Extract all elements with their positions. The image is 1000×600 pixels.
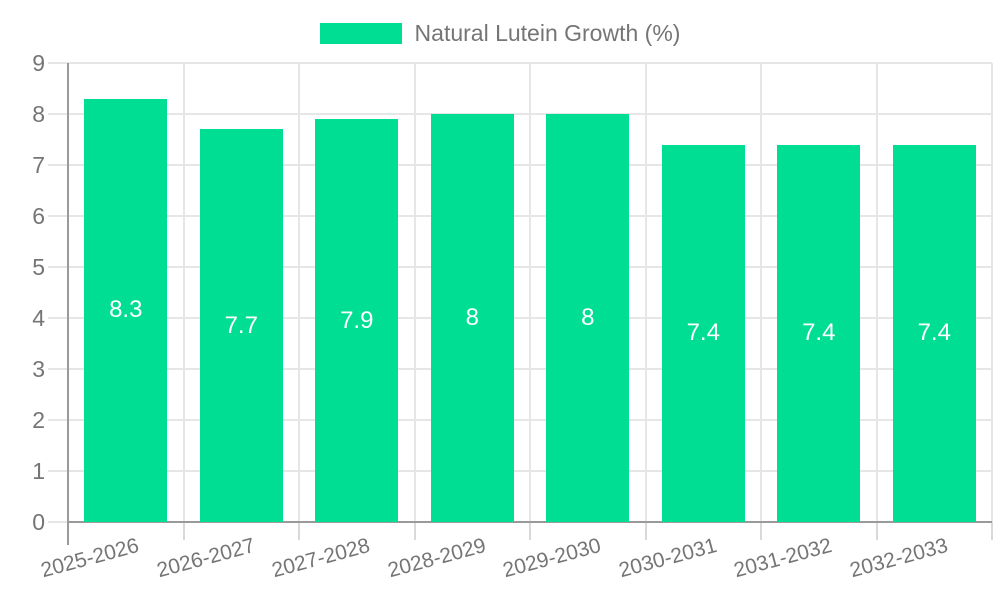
- x-axis-tick: [991, 522, 993, 540]
- y-tick-label: 6: [32, 203, 45, 229]
- gridline-vertical: [529, 63, 531, 522]
- bar: 7.4: [661, 144, 745, 522]
- x-tick-label: 2026-2027: [154, 534, 258, 583]
- x-tick-label: 2031-2032: [731, 534, 835, 583]
- x-tick-label: 2030-2031: [616, 534, 720, 583]
- x-axis-tick: [529, 522, 531, 540]
- x-axis-tick: [413, 522, 416, 540]
- x-axis-tick: [644, 522, 647, 540]
- y-tick-label: 3: [32, 356, 45, 382]
- x-axis-tick: [298, 522, 300, 540]
- gridline-vertical: [875, 63, 878, 522]
- x-axis-tick: [875, 522, 878, 540]
- x-tick-label: 2028-2029: [385, 534, 489, 583]
- legend-label: Natural Lutein Growth (%): [414, 20, 681, 46]
- bar-value-label: 8: [581, 304, 595, 331]
- x-axis-tick: [182, 522, 185, 540]
- gridline-horizontal: [48, 164, 992, 166]
- bar-value-label: 7.4: [802, 319, 836, 347]
- y-tick-label: 9: [32, 50, 45, 76]
- gridline-vertical: [991, 63, 993, 522]
- y-tick-label: 1: [32, 458, 45, 484]
- bar: 8.3: [84, 98, 168, 522]
- bar-value-label: 7.9: [340, 306, 374, 334]
- bar: 7.7: [199, 129, 283, 522]
- x-tick-label: 2027-2028: [269, 534, 373, 583]
- bar-value-label: 8: [465, 304, 479, 331]
- gridline-horizontal: [48, 419, 992, 421]
- gridline-vertical: [182, 63, 185, 522]
- legend-swatch: [319, 23, 402, 45]
- bar: 7.9: [315, 119, 399, 522]
- bar: 8: [430, 114, 514, 522]
- gridline-vertical: [644, 63, 647, 522]
- x-axis-line: [68, 521, 992, 523]
- gridline-vertical: [760, 63, 762, 522]
- bar-value-label: 7.4: [686, 319, 720, 347]
- y-tick-label: 2: [32, 407, 45, 433]
- x-axis-tick: [760, 522, 762, 540]
- x-tick-label: 2025-2026: [38, 534, 142, 583]
- y-tick-label: 0: [32, 509, 45, 535]
- y-axis-line: [67, 63, 69, 545]
- y-tick-label: 7: [32, 152, 45, 178]
- chart-legend[interactable]: Natural Lutein Growth (%): [0, 20, 1000, 46]
- y-tick-label: 4: [32, 305, 45, 331]
- gridline-horizontal: [48, 62, 992, 64]
- x-tick-label: 2029-2030: [500, 534, 604, 583]
- bar: 7.4: [777, 144, 861, 522]
- bar: 8: [546, 114, 630, 522]
- gridline-vertical: [298, 63, 300, 522]
- bar: 7.4: [892, 144, 976, 522]
- gridline-horizontal: [48, 470, 992, 472]
- bar-value-label: 7.7: [224, 311, 258, 339]
- y-tick-label: 5: [32, 254, 45, 280]
- gridline-vertical: [413, 63, 416, 522]
- gridline-horizontal: [48, 215, 992, 217]
- bar-value-label: 7.4: [917, 319, 951, 347]
- y-tick-label: 8: [32, 101, 45, 127]
- bar-value-label: 8.3: [109, 296, 143, 324]
- gridline-horizontal: [48, 317, 992, 319]
- gridline-horizontal: [48, 368, 992, 370]
- gridline-horizontal: [48, 266, 992, 268]
- x-tick-label: 2032-2033: [847, 534, 951, 583]
- gridline-horizontal: [48, 113, 992, 115]
